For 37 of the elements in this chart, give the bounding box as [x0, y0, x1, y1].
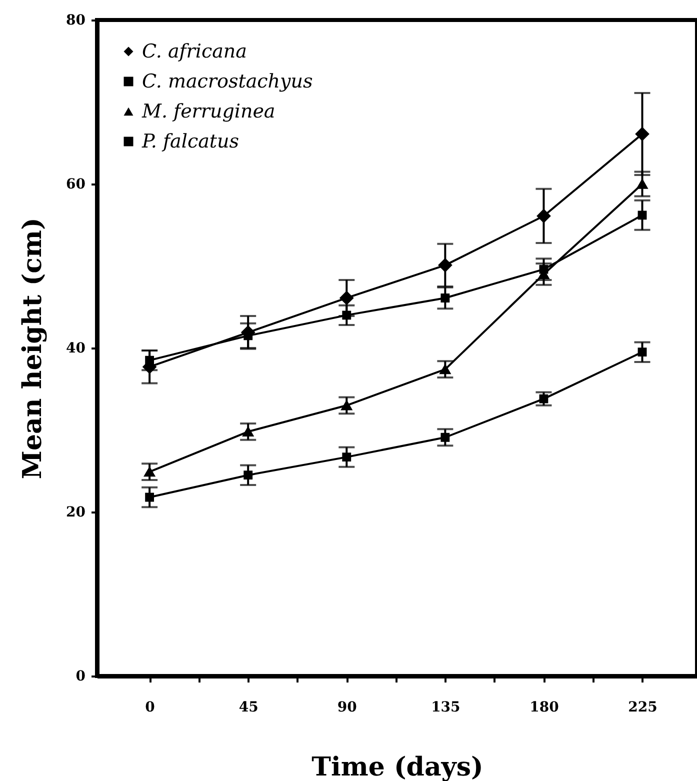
y-tick-label: 0 [76, 668, 86, 684]
x-tick-label: 0 [145, 700, 156, 716]
point [340, 291, 354, 305]
y-tick-label: 40 [66, 340, 86, 356]
point [145, 356, 154, 365]
point [536, 209, 551, 223]
x-tick-label: 135 [431, 700, 460, 716]
point [440, 364, 451, 374]
y-tick-label: 20 [66, 504, 86, 520]
point [539, 394, 548, 404]
point [145, 492, 154, 502]
point [635, 127, 650, 141]
point [440, 432, 450, 442]
point [438, 258, 452, 272]
x-tick-label: 45 [238, 700, 258, 716]
point [244, 470, 253, 480]
point [144, 466, 156, 477]
legend-label: M. ferruginea [141, 100, 276, 122]
y-axis-title: Mean height (cm) [18, 218, 48, 480]
y-tick-label: 60 [66, 176, 86, 192]
point [636, 179, 648, 189]
x-tick-label: 90 [337, 700, 358, 716]
point [539, 264, 548, 274]
point [242, 426, 254, 436]
point [342, 310, 352, 320]
x-tick-label: 225 [628, 700, 658, 716]
point [638, 348, 647, 357]
x-axis-title: Time (days) [312, 752, 484, 781]
legend-label: C. africana [142, 40, 247, 62]
y-tick-label: 80 [66, 12, 86, 28]
legend-label: C. macrostachyus [142, 70, 314, 92]
legend-label: P. falcatus [141, 130, 240, 152]
point [341, 400, 352, 410]
x-tick-label: 180 [530, 700, 560, 716]
point [342, 452, 352, 462]
point [638, 210, 647, 220]
point [440, 294, 450, 302]
